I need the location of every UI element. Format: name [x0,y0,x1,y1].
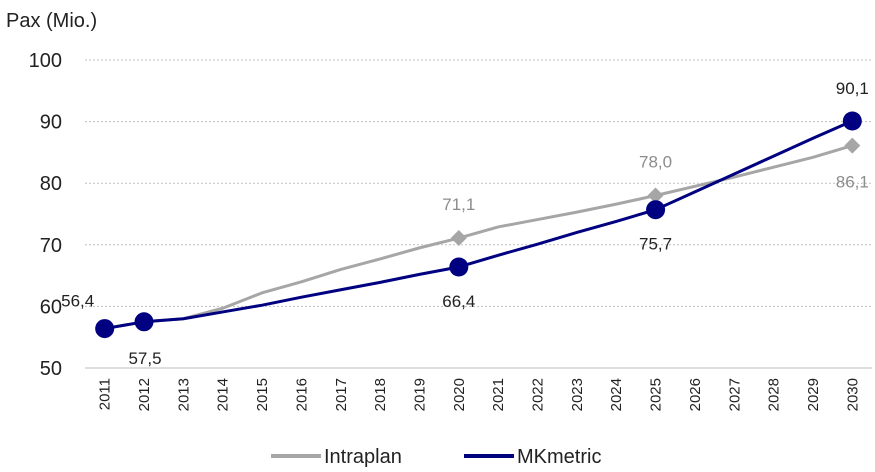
marker-mkmetric-2012 [134,312,154,332]
data-label-mkmetric-2012: 57,5 [128,349,161,368]
x-tick-label: 2024 [608,378,625,411]
x-tick-label: 2023 [569,378,586,411]
data-label-mkmetric-2020: 66,4 [442,292,475,311]
marker-mkmetric-2030 [842,111,862,131]
x-tick-label: 2012 [136,378,153,411]
y-tick-label: 100 [29,50,62,72]
x-tick-label: 2015 [254,378,271,411]
x-tick-label: 2029 [805,378,822,411]
x-tick-label: 2019 [411,378,428,411]
data-label-mkmetric-2030: 90,1 [836,79,869,98]
y-tick-label: 50 [40,358,62,380]
y-tick-label: 90 [40,112,62,134]
x-tick-label: 2017 [333,378,350,411]
series-group [95,111,862,339]
x-tick-label: 2013 [175,378,192,411]
legend-label-mkmetric: MKmetric [517,446,601,468]
y-tick-label: 70 [40,235,62,257]
x-tick-label: 2020 [451,378,468,411]
marker-mkmetric-2025 [646,200,666,220]
y-axis-ticks: 50 60 70 80 90 100 [29,50,62,380]
marker-intraplan-2030 [844,137,861,154]
data-label-mkmetric-2025: 75,7 [639,235,672,254]
x-tick-label: 2022 [530,378,547,411]
x-tick-label: 2030 [844,378,861,411]
marker-mkmetric-2020 [449,257,469,277]
data-labels: 71,1 78,0 86,1 56,4 57,5 66,4 75,7 90,1 [61,79,869,368]
x-tick-label: 2018 [372,378,389,411]
marker-intraplan-2025 [647,187,664,204]
marker-intraplan-2020 [450,230,467,247]
data-label-intraplan-2020: 71,1 [442,195,475,214]
x-tick-label: 2028 [766,378,783,411]
y-tick-label: 60 [40,296,62,318]
y-tick-label: 80 [40,173,62,195]
marker-mkmetric-2011 [95,319,115,339]
legend-label-intraplan: Intraplan [324,446,402,468]
series-line-mkmetric [104,119,853,331]
data-label-intraplan-2025: 78,0 [639,153,672,172]
y-axis-label: Pax (Mio.) [6,10,97,32]
data-label-mkmetric-2011: 56,4 [61,292,94,311]
legend: Intraplan MKmetric [271,446,601,468]
x-axis-ticks: 2011 2012 2013 2014 2015 2016 2017 2018 2019 2020… [97,378,862,411]
x-tick-label: 2016 [293,378,310,411]
x-tick-label: 2014 [215,378,232,411]
x-tick-label: 2025 [648,378,665,411]
data-label-intraplan-2030: 86,1 [836,173,869,192]
x-tick-label: 2026 [687,378,704,411]
x-tick-label: 2011 [97,378,114,410]
x-tick-label: 2027 [726,378,743,411]
gridlines [85,59,872,307]
x-tick-label: 2021 [490,378,507,411]
series-line-intraplan [104,144,853,331]
